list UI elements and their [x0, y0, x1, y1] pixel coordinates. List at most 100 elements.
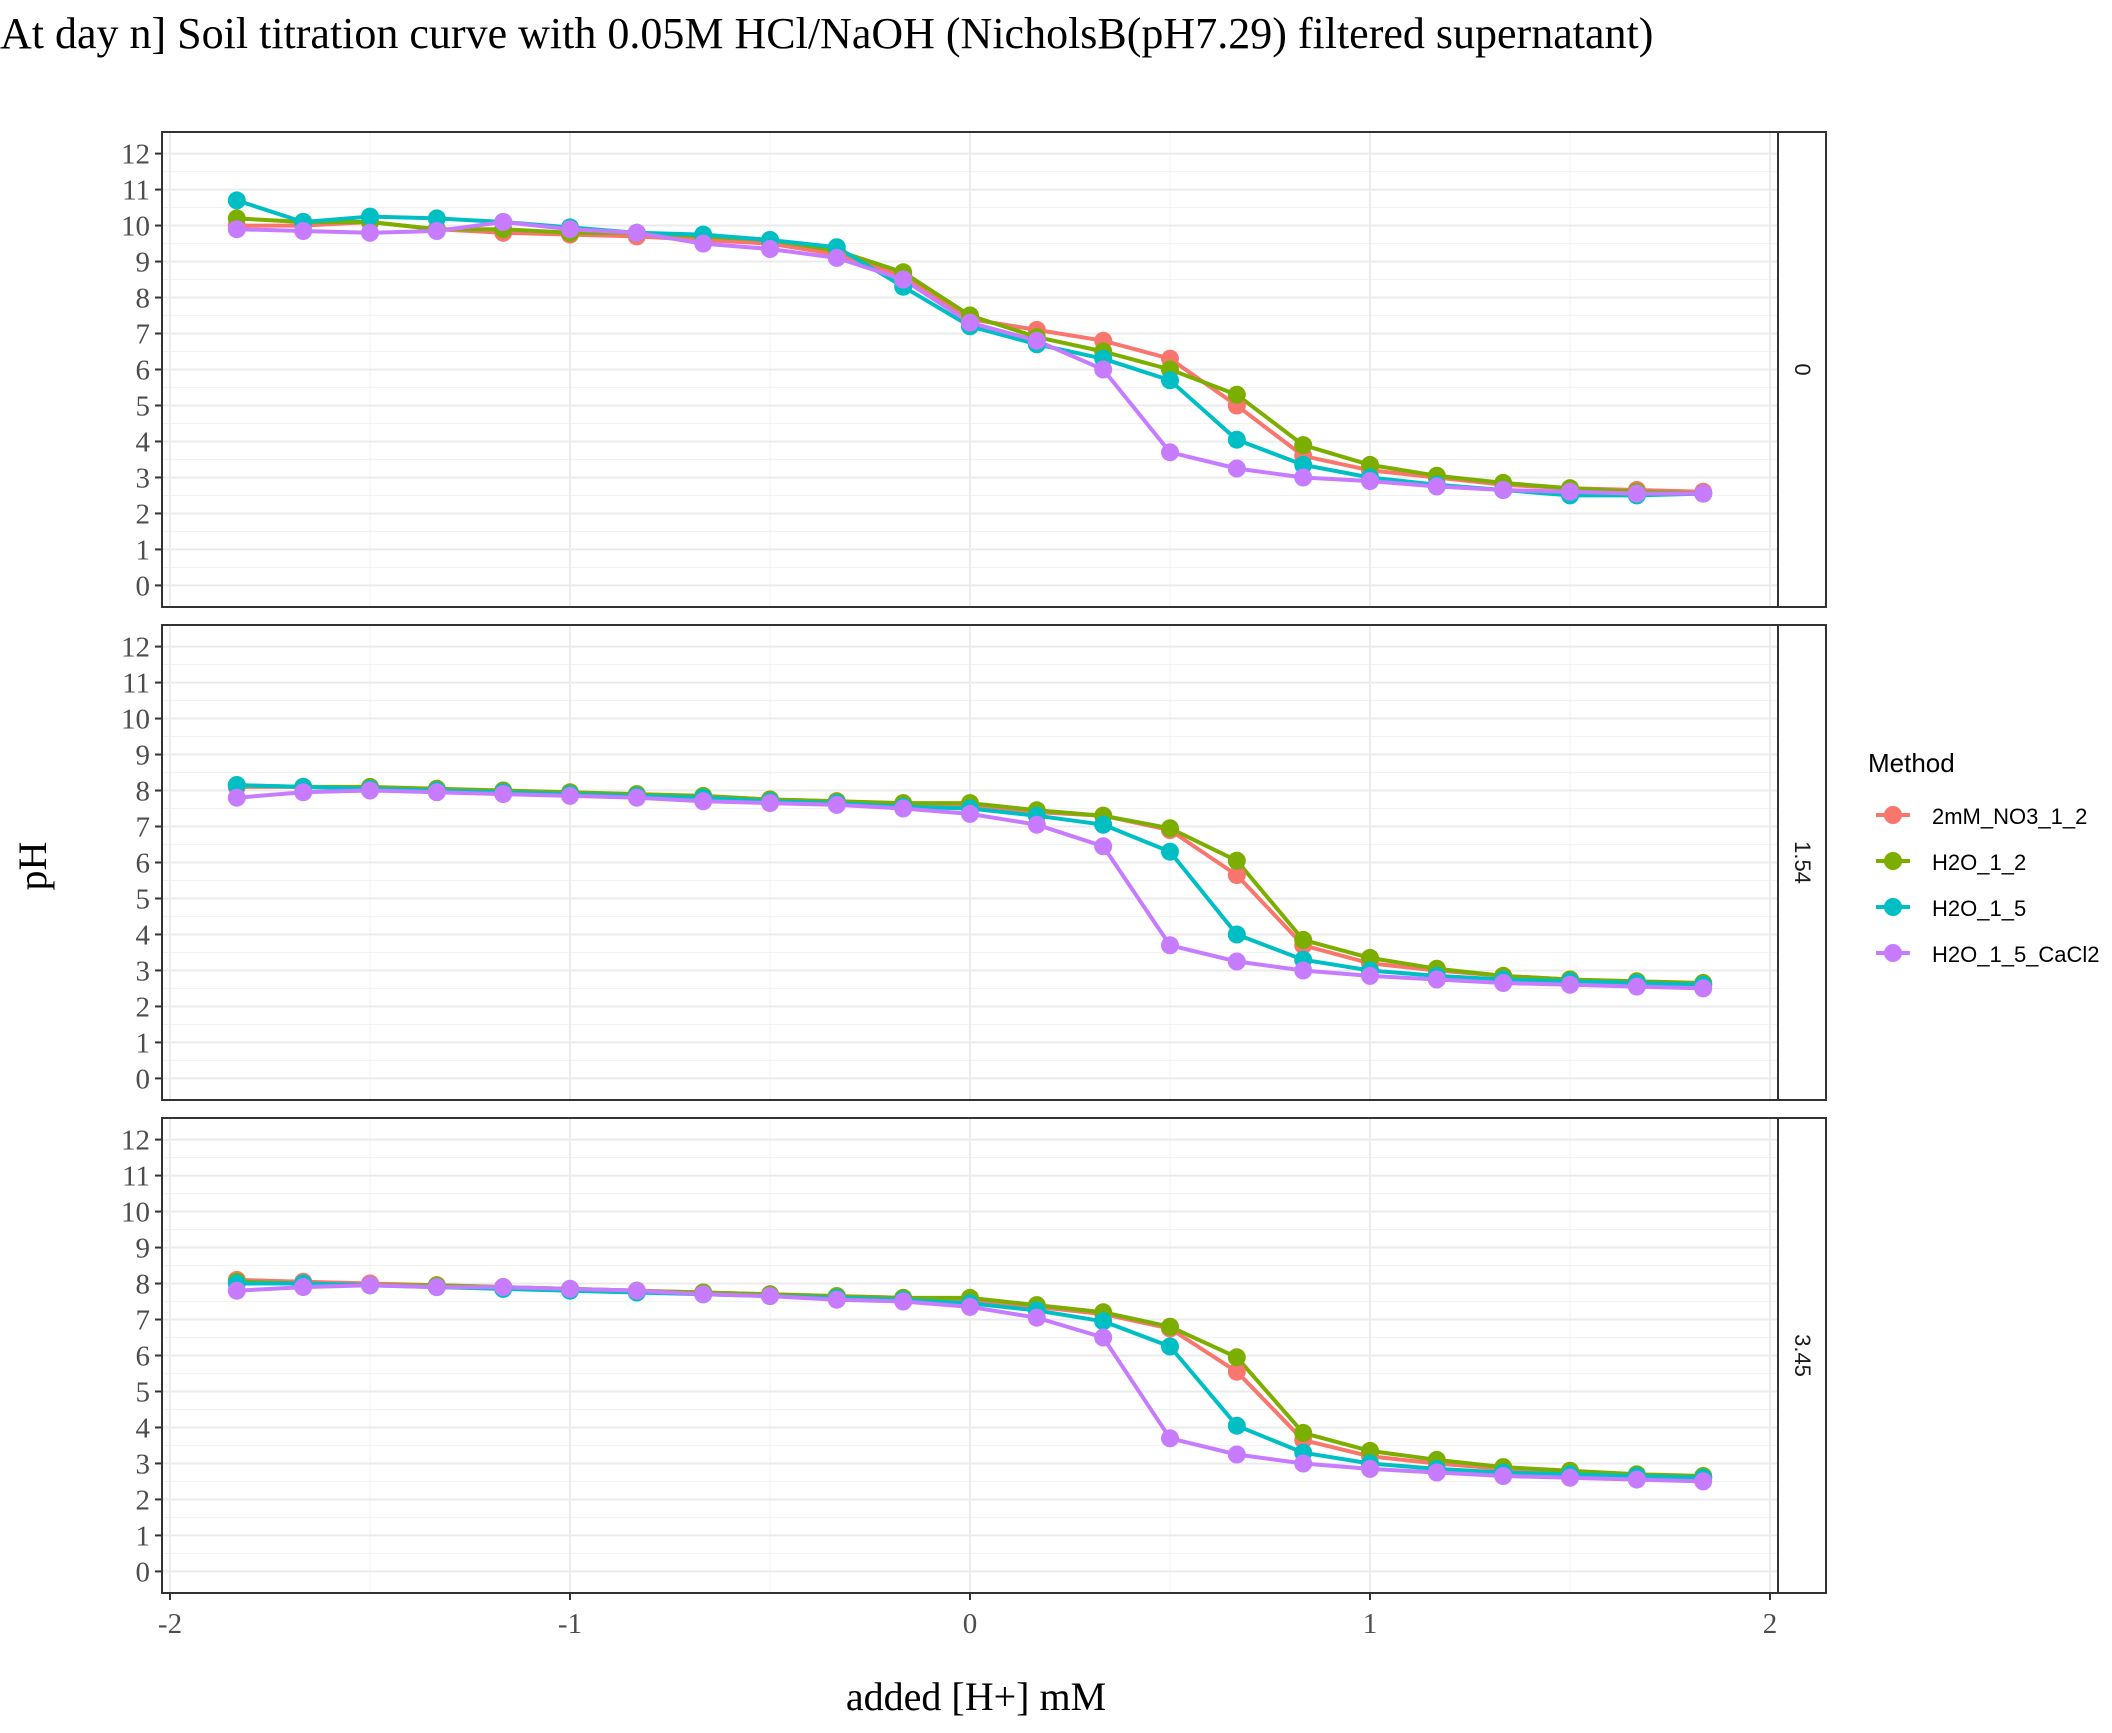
data-point	[1294, 961, 1313, 980]
chart-title: At day n] Soil titration curve with 0.05…	[0, 9, 1653, 58]
data-point	[1494, 974, 1513, 992]
data-point	[1161, 1337, 1179, 1356]
data-point	[1094, 1328, 1113, 1347]
y-tick-label: 0	[136, 1063, 151, 1095]
data-point	[494, 785, 513, 804]
data-point	[1294, 1423, 1313, 1442]
y-tick-label: 1	[136, 1520, 151, 1552]
y-tick-label: 5	[136, 390, 151, 422]
y-tick-label: 7	[136, 812, 151, 844]
data-point	[1294, 1454, 1313, 1473]
legend-key-point	[1884, 806, 1902, 824]
y-tick-label: 9	[136, 1233, 151, 1265]
data-point	[894, 1292, 913, 1311]
data-point	[1161, 1317, 1179, 1336]
data-point	[427, 222, 446, 240]
data-point	[1361, 948, 1379, 967]
data-point	[961, 804, 979, 823]
data-point	[1227, 1348, 1246, 1367]
legend-key-point	[1884, 898, 1902, 916]
data-point	[761, 240, 779, 258]
legend-entry-2mm-no3-1-2: 2mM_NO3_1_2	[1876, 804, 2087, 829]
data-point	[1027, 331, 1046, 350]
data-point	[1627, 977, 1646, 996]
data-point	[561, 1279, 579, 1298]
data-point	[1694, 1472, 1713, 1491]
y-tick-label: 12	[121, 1125, 150, 1157]
data-point	[1161, 1429, 1179, 1448]
facet-strip-label: 1.54	[1790, 841, 1815, 884]
data-point	[294, 1278, 313, 1297]
data-point	[1027, 815, 1046, 834]
data-point	[294, 222, 313, 240]
legend-label: H2O_1_2	[1932, 850, 2026, 875]
y-tick-label: 9	[136, 740, 151, 772]
y-tick-label: 1	[136, 1027, 151, 1059]
data-point	[1427, 970, 1446, 989]
data-point	[1361, 1459, 1379, 1478]
data-point	[1627, 484, 1646, 503]
data-point	[427, 209, 446, 228]
data-point	[227, 191, 246, 210]
y-tick-label: 12	[121, 632, 150, 664]
data-point	[1694, 979, 1713, 998]
y-tick-label: 2	[136, 498, 151, 530]
data-point	[627, 1281, 646, 1300]
data-point	[694, 792, 713, 811]
data-point	[1427, 1463, 1446, 1482]
data-point	[1227, 385, 1246, 404]
data-point	[1294, 436, 1313, 455]
y-tick-label: 7	[136, 319, 151, 351]
x-tick-label: -1	[558, 1608, 582, 1640]
x-tick-label: 2	[1763, 1608, 1778, 1640]
data-point	[1361, 455, 1379, 474]
data-point	[761, 1287, 779, 1306]
legend-key-point	[1884, 852, 1902, 870]
data-point	[1227, 952, 1246, 971]
y-tick-label: 1	[136, 534, 151, 566]
data-point	[1227, 1445, 1246, 1464]
y-tick-label: 11	[122, 175, 150, 207]
y-axis-title: pH	[10, 842, 55, 891]
x-tick-label: -2	[158, 1608, 182, 1640]
data-point	[561, 220, 579, 239]
data-point	[894, 799, 913, 818]
x-axis-title: added [H+] mM	[846, 1674, 1106, 1719]
data-point	[627, 788, 646, 807]
y-tick-label: 3	[136, 462, 151, 494]
data-point	[1227, 925, 1246, 944]
data-point	[1094, 837, 1113, 856]
y-tick-label: 7	[136, 1305, 151, 1337]
data-point	[1627, 1470, 1646, 1489]
data-point	[1094, 815, 1113, 834]
data-point	[694, 1285, 713, 1304]
y-tick-label: 4	[136, 919, 151, 951]
data-point	[1361, 472, 1379, 491]
x-tick-label: 0	[963, 1608, 978, 1640]
y-tick-label: 6	[136, 848, 151, 880]
data-point	[1494, 1467, 1513, 1485]
y-tick-label: 5	[136, 883, 151, 915]
data-point	[427, 783, 446, 802]
data-point	[1361, 1441, 1379, 1460]
facet-strip-label: 0	[1790, 363, 1815, 375]
data-point	[1094, 1312, 1113, 1331]
y-tick-label: 12	[121, 139, 150, 171]
data-point	[227, 788, 246, 807]
series-points-h2o-1-5-cacl2	[227, 1276, 1713, 1491]
y-tick-label: 10	[121, 704, 150, 736]
data-point	[1227, 430, 1246, 449]
data-point	[1361, 966, 1379, 985]
data-point	[827, 795, 846, 814]
y-tick-label: 5	[136, 1376, 151, 1408]
data-point	[961, 1297, 979, 1316]
y-tick-label: 9	[136, 247, 151, 279]
y-tick-label: 3	[136, 1448, 151, 1480]
legend-entry-h2o-1-5: H2O_1_5	[1876, 896, 2026, 921]
data-point	[1227, 866, 1246, 885]
data-point	[1227, 459, 1246, 478]
